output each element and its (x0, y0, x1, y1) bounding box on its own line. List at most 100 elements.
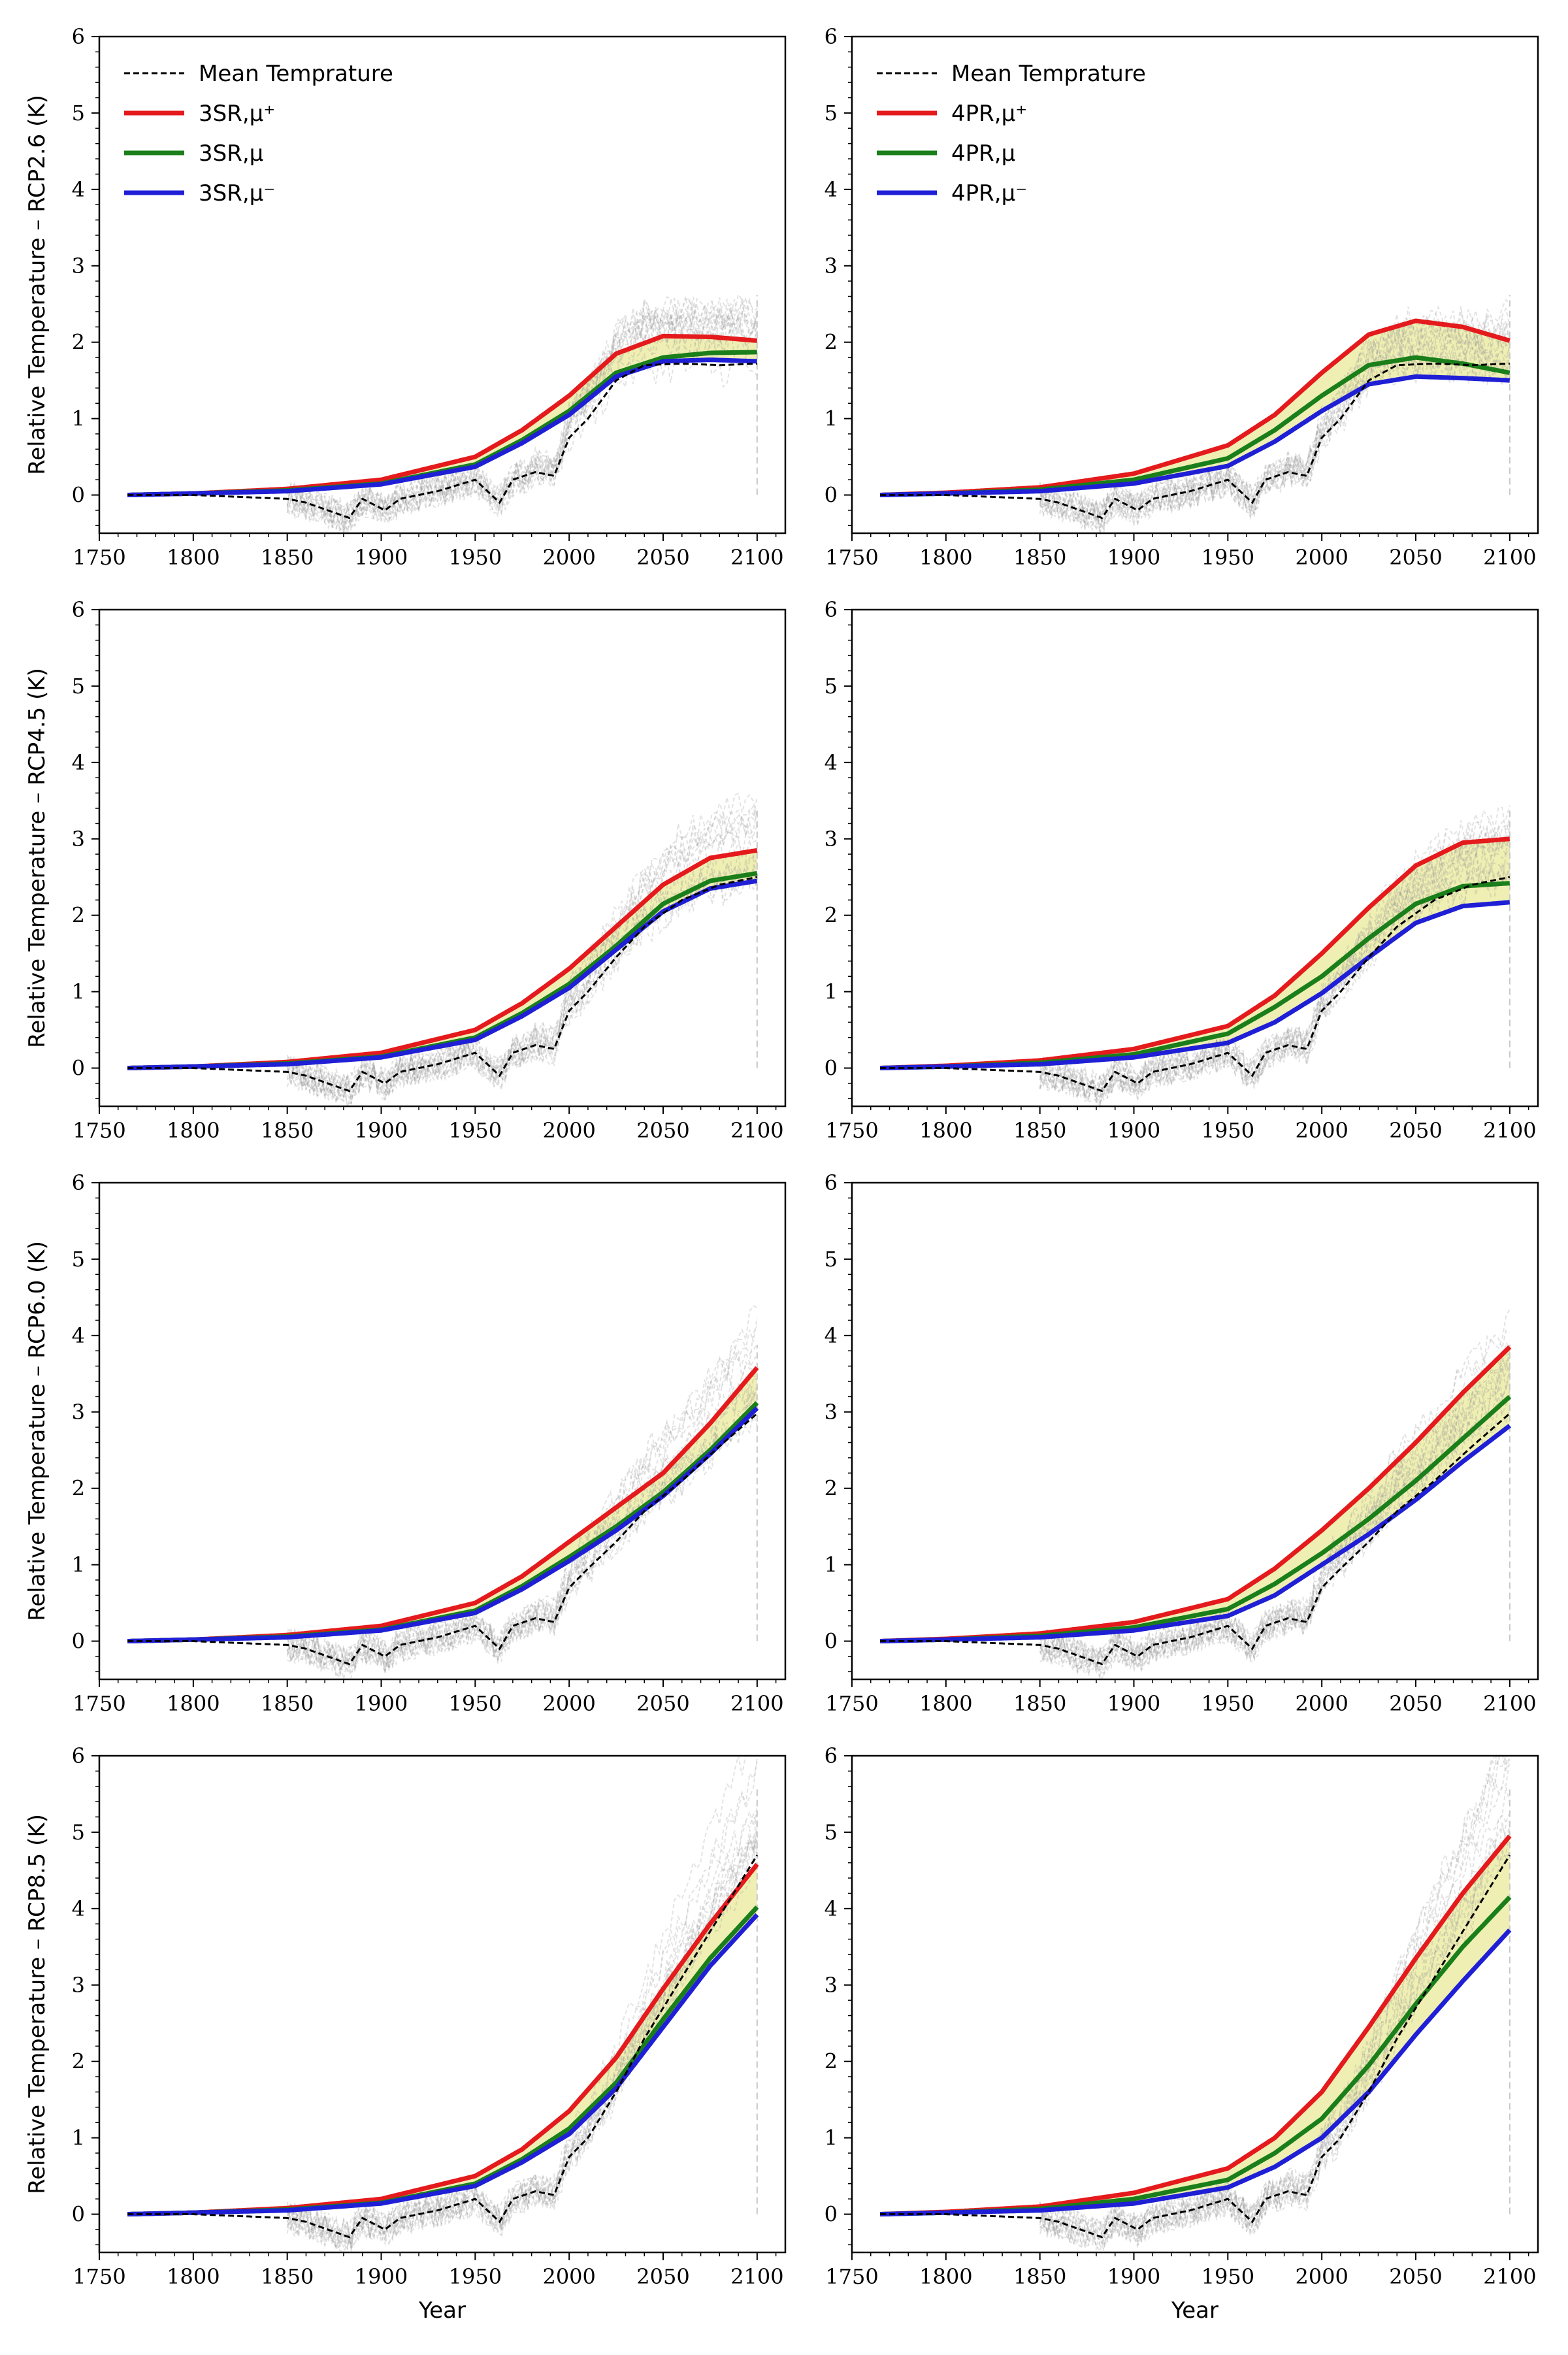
x-tick-label: 2050 (636, 1118, 689, 1143)
legend-label: Mean Temprature (951, 61, 1146, 87)
ensemble-trace (286, 1847, 758, 2251)
legend-label: 4PR,μ⁻ (951, 180, 1027, 206)
y-tick-label: 2 (825, 330, 838, 355)
axes-frame (98, 608, 787, 1108)
y-tick-label: 5 (72, 1247, 85, 1272)
y-tick-label: 1 (72, 1553, 85, 1577)
axes-frame (851, 1181, 1539, 1681)
ensemble-trace (1039, 1812, 1511, 2246)
x-tick-label: 1850 (1013, 2264, 1066, 2289)
ensemble-trace (1039, 827, 1511, 1104)
ensemble-trace (287, 306, 758, 531)
y-tick-label: 5 (825, 101, 838, 125)
ensemble-trace (286, 1839, 758, 2252)
ensemble-trace (1039, 805, 1511, 1104)
y-tick-label: 4 (825, 1323, 838, 1348)
x-tick-label: 1900 (355, 545, 408, 570)
plot-area (127, 1305, 759, 1679)
ensemble-trace (1039, 1787, 1511, 2248)
ensemble-trace (286, 307, 758, 531)
ensemble-trace (1039, 320, 1510, 533)
x-tick-label: 1850 (1013, 545, 1066, 570)
chart-panel-3: 1750 1800 1850 1900 1950 2000 2050 2100 0 1 2 3 4 5 6 R… (24, 597, 787, 1143)
y-tick-label: 6 (72, 1743, 85, 1768)
series-line-mean (127, 876, 758, 1093)
legend-label: 4PR,μ (951, 140, 1015, 167)
series-line-mean (127, 362, 757, 519)
ensemble-trace (286, 830, 758, 1102)
y-tick-label: 4 (72, 750, 85, 775)
x-tick-label: 1850 (1013, 1691, 1066, 1716)
y-tick-label: 3 (825, 1400, 838, 1425)
ensemble-trace (286, 1810, 758, 2248)
x-tick-label: 2000 (542, 1691, 595, 1716)
x-tick-label: 1850 (261, 1691, 314, 1716)
y-tick-label: 4 (72, 177, 85, 202)
ensemble-trace (1039, 1370, 1511, 1668)
ensemble-trace (1039, 1308, 1511, 1673)
x-tick-label: 1950 (449, 2264, 502, 2289)
x-tick-label: 1850 (1013, 1118, 1066, 1143)
y-tick-label: 3 (72, 1400, 85, 1425)
y-tick-label: 3 (825, 827, 838, 851)
x-tick-label: 1750 (825, 2264, 878, 2289)
ensemble-trace (1039, 1826, 1511, 2252)
y-tick-label: 4 (72, 1896, 85, 1921)
y-tick-label: 6 (825, 1170, 838, 1195)
x-tick-label: 2100 (1483, 2264, 1536, 2289)
y-tick-label: 2 (72, 2049, 85, 2074)
x-tick-label: 1950 (1201, 2264, 1254, 2289)
legend-label: 3SR,μ⁺ (199, 101, 275, 127)
x-tick-label: 2100 (730, 1118, 783, 1143)
chart-panel-1: 1750 1800 1850 1900 1950 2000 2050 2100 0 1 2 3 4 5 6 R… (24, 24, 787, 570)
ensemble-trace (1039, 354, 1511, 527)
uncertainty-band (880, 1347, 1510, 1641)
x-tick-label: 1950 (449, 1691, 502, 1716)
chart-panel-7: 1750 1800 1850 1900 1950 2000 2050 2100 0 1 2 3 4 5 6 R… (24, 1743, 787, 2324)
ensemble-trace (286, 1828, 758, 2249)
ensemble-trace (1039, 1388, 1511, 1679)
ensemble-trace (1039, 852, 1511, 1100)
x-tick-label: 2050 (1389, 2264, 1442, 2289)
x-tick-label: 2050 (1389, 1118, 1442, 1143)
ensemble-trace (1039, 318, 1511, 531)
ensemble-trace (1039, 1341, 1511, 1673)
series-line-mu_plus (127, 848, 758, 1070)
x-tick-label: 1900 (1107, 1118, 1160, 1143)
y-tick-label: 2 (72, 1476, 85, 1501)
y-tick-label: 4 (825, 1896, 838, 1921)
x-tick-label: 1950 (1201, 1691, 1254, 1716)
x-tick-label: 1800 (919, 1691, 972, 1716)
x-tick-label: 1800 (167, 2264, 220, 2289)
plot-area (879, 805, 1511, 1106)
series-line-mean (127, 1854, 759, 2239)
ensemble-trace (1039, 314, 1511, 531)
y-tick-label: 3 (72, 1973, 85, 1998)
x-tick-label: 1800 (167, 1691, 220, 1716)
y-tick-label: 3 (72, 254, 85, 278)
chart-panel-4: 1750 1800 1850 1900 1950 2000 2050 2100 0 1 2 3 4 5 6 (825, 597, 1539, 1143)
y-axis-label: Relative Temperature – RCP4.5 (K) (24, 668, 50, 1048)
x-tick-label: 2050 (1389, 1691, 1442, 1716)
chart-panel-2: 1750 1800 1850 1900 1950 2000 2050 2100 0 1 2 3 4 5 6 M… (825, 24, 1539, 570)
uncertainty-band (880, 321, 1510, 495)
y-tick-label: 2 (72, 330, 85, 355)
x-tick-label: 1900 (355, 1118, 408, 1143)
ensemble-trace (286, 309, 758, 533)
y-axis-label: Relative Temperature – RCP8.5 (K) (24, 1814, 50, 2194)
y-tick-label: 1 (72, 2126, 85, 2150)
ensemble-trace (1039, 1756, 1511, 2248)
ensemble-trace (1039, 857, 1511, 1102)
x-tick-label: 1900 (1107, 1691, 1160, 1716)
ensemble-trace (1039, 1756, 1501, 2247)
y-tick-label: 1 (825, 980, 838, 1004)
x-axis-label: Year (1171, 2297, 1218, 2324)
ensemble-trace (286, 299, 758, 531)
x-tick-label: 2100 (730, 2264, 783, 2289)
ensemble-trace (286, 297, 758, 529)
legend: Mean Temprature 3SR,μ⁺ 3SR,μ 3SR,μ⁻ (124, 61, 393, 206)
x-tick-label: 2000 (542, 545, 595, 570)
x-tick-label: 1850 (261, 1118, 314, 1143)
x-tick-label: 2050 (636, 2264, 689, 2289)
x-tick-label: 1950 (1201, 545, 1254, 570)
